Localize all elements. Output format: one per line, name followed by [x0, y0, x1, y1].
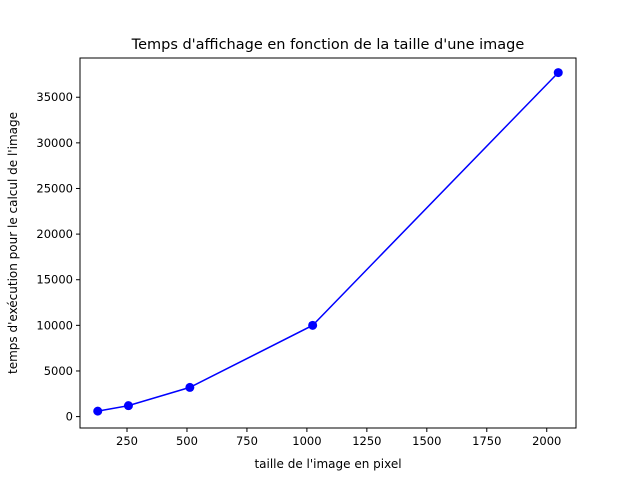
x-axis-label: taille de l'image en pixel [254, 457, 401, 471]
series-line [97, 72, 559, 412]
y-tick-label: 0 [66, 410, 73, 424]
y-tick-label: 10000 [36, 318, 73, 332]
data-point [185, 382, 195, 392]
data-point [93, 406, 103, 416]
y-tick-label: 15000 [36, 273, 73, 287]
data-point [123, 401, 133, 411]
x-tick-label: 1250 [352, 434, 381, 448]
x-tick-label: 500 [176, 434, 198, 448]
data-point [308, 320, 318, 330]
y-tick-label: 35000 [36, 90, 73, 104]
y-tick-label: 30000 [36, 136, 73, 150]
x-tick-label: 1750 [472, 434, 501, 448]
x-tick-label: 250 [116, 434, 138, 448]
x-tick-label: 2000 [532, 434, 561, 448]
x-tick-label: 1500 [412, 434, 441, 448]
x-axis: 250 500 750 1000 1250 1500 1750 2000 [116, 428, 561, 448]
plot-frame [79, 57, 577, 429]
y-axis: 0 5000 10000 15000 20000 25000 30000 35000 [36, 90, 80, 424]
chart-title: Temps d'affichage en fonction de la tail… [131, 37, 525, 53]
data-point [553, 68, 563, 78]
x-tick-label: 1000 [292, 434, 321, 448]
y-tick-label: 20000 [36, 227, 73, 241]
series-layer [93, 68, 563, 416]
y-tick-label: 25000 [36, 181, 73, 195]
x-tick-label: 750 [236, 434, 258, 448]
y-axis-label: temps d'exécution pour le calcul de l'im… [6, 112, 20, 374]
y-tick-label: 5000 [44, 364, 73, 378]
